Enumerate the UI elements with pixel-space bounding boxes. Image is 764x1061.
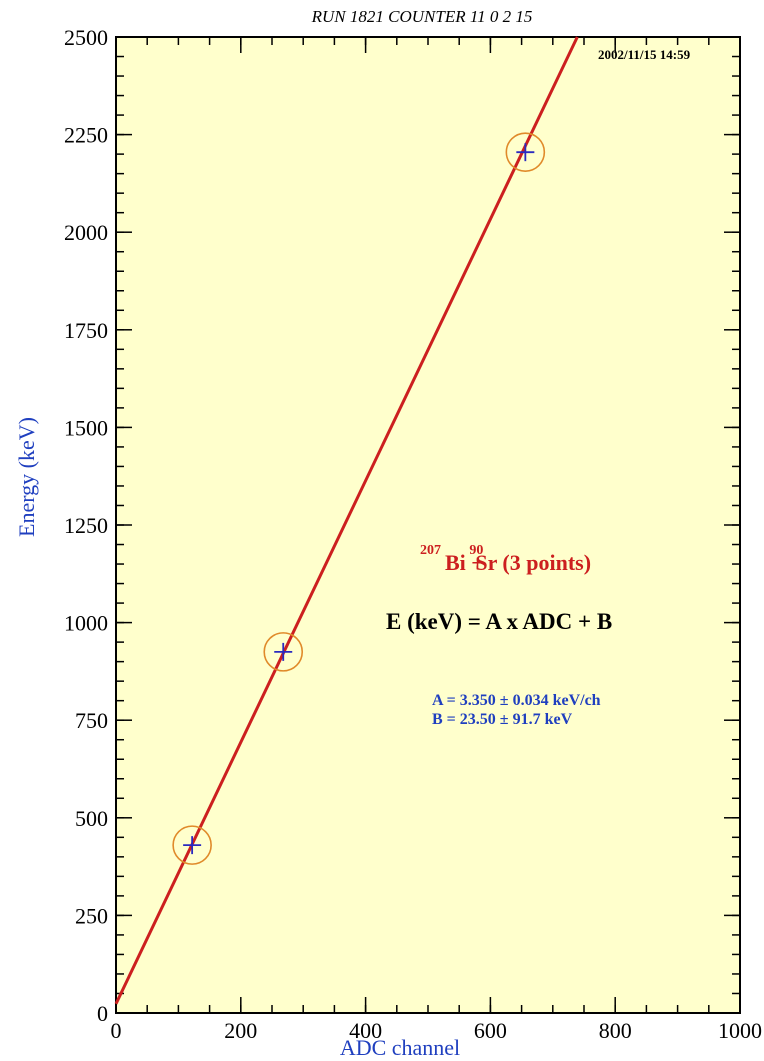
x-tick-labels: 0 200 400 600 800 1000 <box>111 1018 763 1043</box>
x-tick-label: 1000 <box>718 1018 762 1043</box>
data-points <box>172 132 546 865</box>
y-tick-label: 2500 <box>64 25 108 50</box>
fit-param-a: A = 3.350 ± 0.034 keV/ch <box>432 692 601 709</box>
point-circle-marker <box>505 132 546 172</box>
y-tick-label: 1250 <box>64 513 108 538</box>
y-tick-label: 1750 <box>64 318 108 343</box>
y-tick-label: 750 <box>75 708 108 733</box>
x-tick-label: 0 <box>111 1018 122 1043</box>
major-ticks <box>115 36 741 1014</box>
isotope-sr-label: Sr (3 points) <box>475 550 591 575</box>
point-circle-marker <box>172 825 212 865</box>
plot-area <box>115 36 741 1014</box>
data-point <box>263 632 304 672</box>
chart-title: RUN 1821 COUNTER 11 0 2 15 <box>311 7 533 26</box>
timestamp: 2002/11/15 14:59 <box>598 47 691 62</box>
y-axis-title: Energy (keV) <box>14 417 39 537</box>
data-point <box>505 132 546 172</box>
fit-formula: E (keV) = A x ADC + B <box>386 609 612 634</box>
fit-param-b: B = 23.50 ± 91.7 keV <box>432 711 573 728</box>
y-tick-label: 500 <box>75 806 108 831</box>
y-tick-label: 2000 <box>64 220 108 245</box>
isotope-sr-mass: 90 <box>469 543 483 558</box>
y-tick-label: 1000 <box>64 611 108 636</box>
x-axis-title: ADC channel <box>340 1035 460 1060</box>
isotope-bi-mass: 207 <box>420 543 441 558</box>
isotope-bi-label: Bi + <box>445 550 489 575</box>
source-annotation: 207 Bi + 90 Sr (3 points) <box>420 541 591 575</box>
x-tick-label: 600 <box>474 1018 507 1043</box>
y-tick-label: 0 <box>97 1001 108 1026</box>
x-tick-label: 800 <box>599 1018 632 1043</box>
data-point <box>172 825 212 865</box>
y-tick-label: 2250 <box>64 123 108 148</box>
y-tick-labels: 0 250 500 750 1000 1250 1500 1750 2000 2250 2500 <box>64 25 108 1026</box>
x-tick-label: 200 <box>224 1018 257 1043</box>
y-tick-label: 1500 <box>64 415 108 440</box>
x-tick-label: 400 <box>349 1018 382 1043</box>
point-circle-marker <box>263 632 304 672</box>
y-tick-label: 250 <box>75 903 108 928</box>
